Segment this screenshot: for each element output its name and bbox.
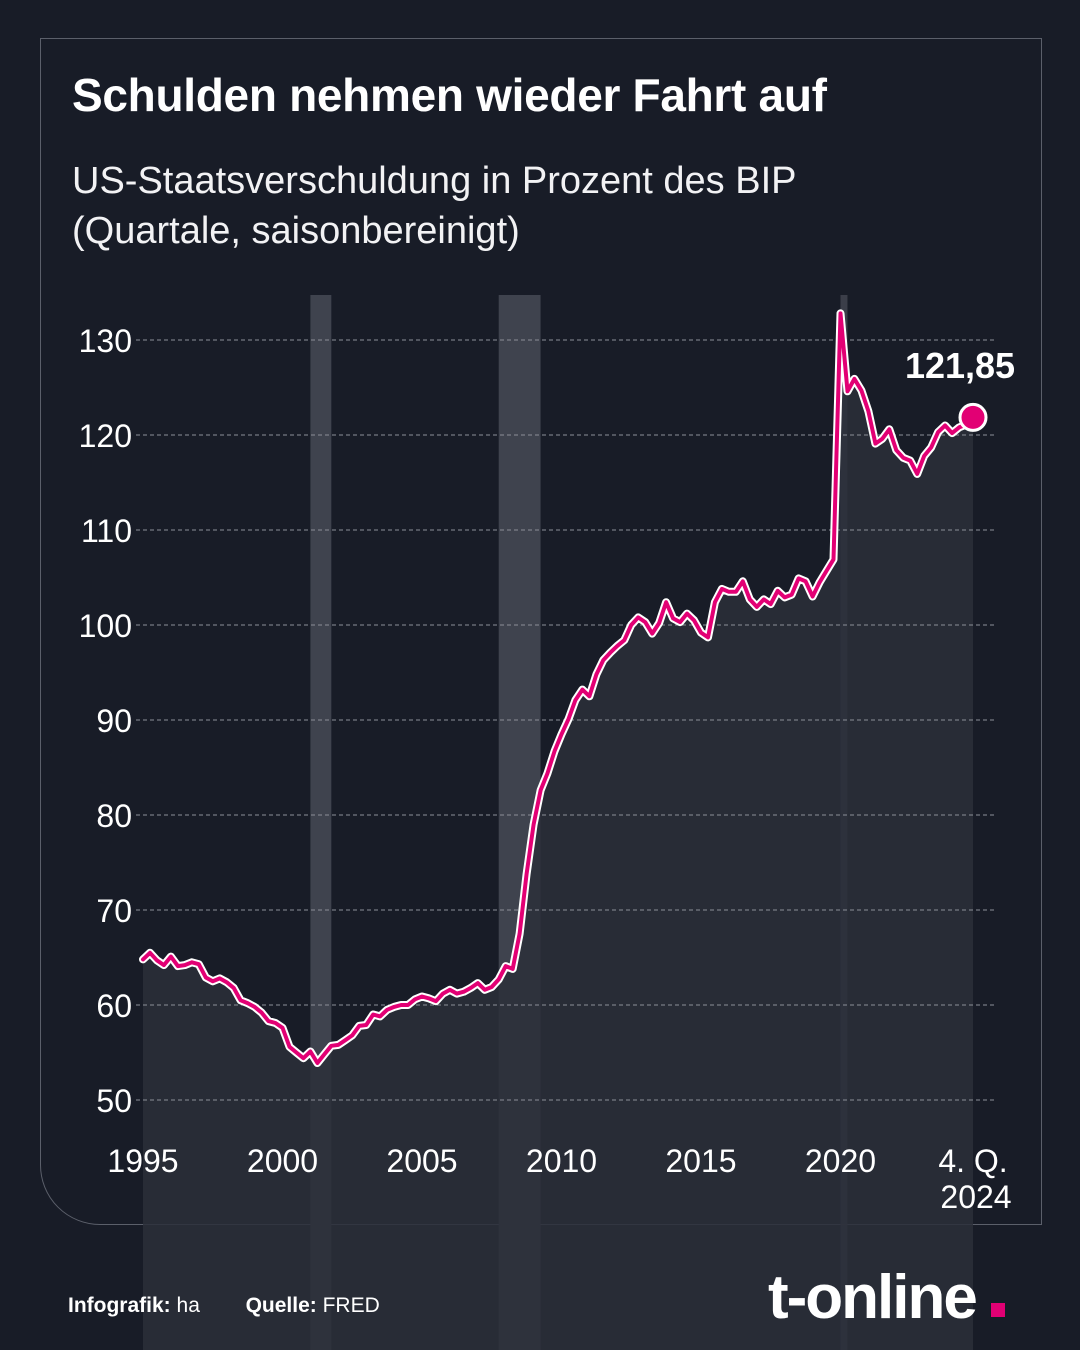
page-title: Schulden nehmen wieder Fahrt auf bbox=[72, 69, 827, 121]
x-axis-ticks: 1995 2000 2005 2010 2015 2020 4. Q.2024 bbox=[107, 1143, 1011, 1215]
source-value: FRED bbox=[322, 1294, 380, 1317]
y-tick-label: 130 bbox=[79, 323, 132, 359]
gridlines bbox=[136, 339, 997, 1101]
x-tick-label: 2005 bbox=[386, 1143, 457, 1179]
footer: Infografik: ha Quelle: FRED bbox=[68, 1294, 380, 1318]
line-layer bbox=[139, 309, 977, 1067]
x-tick-label: 4. Q. bbox=[938, 1143, 1007, 1179]
y-tick-label: 120 bbox=[79, 418, 132, 454]
credit-value: ha bbox=[176, 1294, 200, 1317]
y-tick-label: 50 bbox=[96, 1083, 132, 1119]
subtitle-line-2: (Quartale, saisonbereinigt) bbox=[72, 210, 520, 252]
area-fill bbox=[143, 313, 973, 1350]
subtitle-line-1: US-Staatsverschuldung in Prozent des BIP bbox=[72, 160, 797, 202]
x-tick-label: 2015 bbox=[665, 1143, 736, 1179]
x-tick-label: 2020 bbox=[805, 1143, 876, 1179]
y-tick-label: 70 bbox=[96, 893, 132, 929]
logo-dot bbox=[991, 1303, 1005, 1317]
last-value-label: 121,85 bbox=[905, 345, 1015, 386]
source-label: Quelle: bbox=[245, 1294, 317, 1317]
last-value-marker-layer: 121,85 bbox=[905, 345, 1015, 432]
x-tick-label: 1995 bbox=[107, 1143, 178, 1179]
y-tick-label: 80 bbox=[96, 798, 132, 834]
y-tick-label: 100 bbox=[79, 608, 132, 644]
y-tick-label: 110 bbox=[81, 513, 132, 549]
x-tick-label: 2000 bbox=[247, 1143, 318, 1179]
y-tick-label: 90 bbox=[96, 703, 132, 739]
chart-subtitle: US-Staatsverschuldung in Prozent des BIP… bbox=[72, 156, 972, 256]
series-line bbox=[141, 311, 975, 1065]
y-axis-ticks: 50 60 70 80 90 100 110 120 130 bbox=[79, 323, 132, 1119]
area-layer bbox=[143, 313, 973, 1350]
credit-label: Infografik: bbox=[68, 1294, 171, 1317]
x-tick-label: 2010 bbox=[526, 1143, 597, 1179]
last-value-point bbox=[958, 402, 988, 432]
x-tick-label-year: 2024 bbox=[940, 1179, 1011, 1215]
t-online-logo: t-online bbox=[768, 1263, 978, 1332]
y-tick-label: 60 bbox=[96, 988, 132, 1024]
